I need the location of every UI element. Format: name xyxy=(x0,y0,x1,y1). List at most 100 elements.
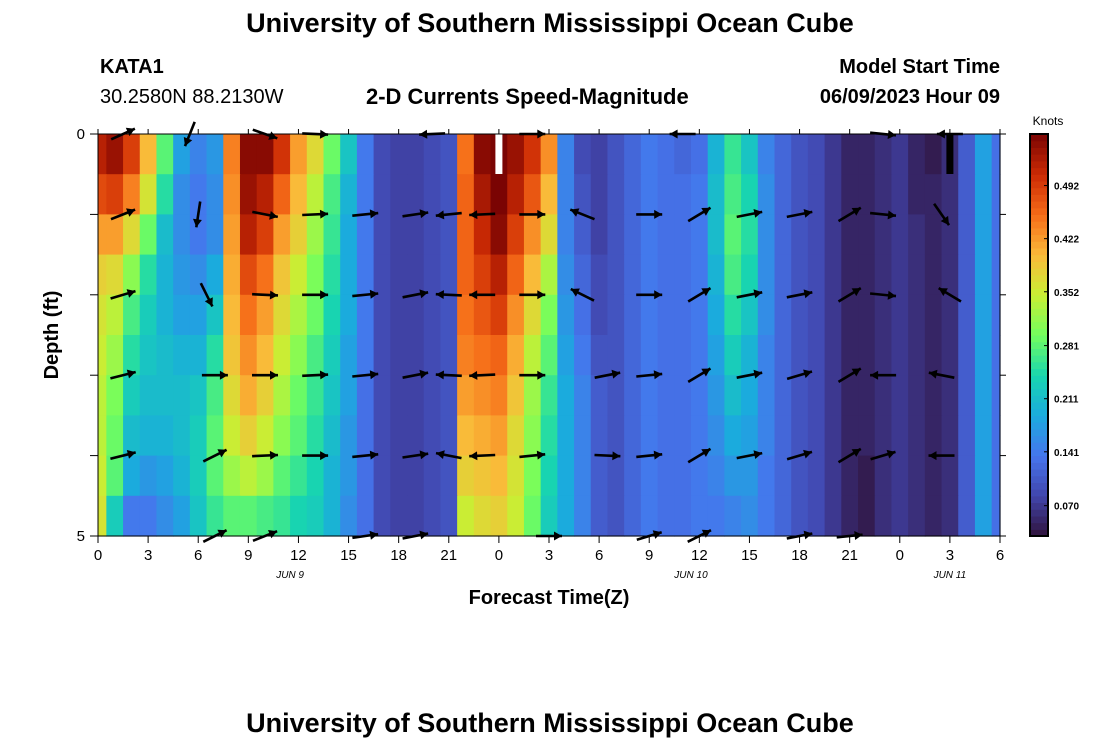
heatmap-cell xyxy=(741,294,759,336)
current-arrow xyxy=(786,369,813,381)
heatmap-cell xyxy=(189,415,208,457)
heatmap-cell xyxy=(206,415,224,457)
heatmap-cell xyxy=(657,495,675,537)
heatmap-cell xyxy=(557,254,575,296)
colorbar-swatch xyxy=(1030,381,1048,390)
current-arrow xyxy=(193,201,202,228)
colorbar-swatch xyxy=(1030,428,1048,437)
heatmap-cell xyxy=(106,455,124,497)
colorbar-swatch xyxy=(1030,335,1048,343)
colorbar-swatch xyxy=(1030,254,1048,262)
heatmap-cell xyxy=(791,375,809,416)
heatmap-cell xyxy=(874,294,893,336)
heatmap-cell xyxy=(724,495,742,537)
heatmap-cell xyxy=(574,294,592,336)
heatmap-cell xyxy=(390,294,408,336)
heatmap-cell xyxy=(674,335,692,376)
colorbar-swatch xyxy=(1030,321,1048,329)
current-arrow xyxy=(869,290,897,300)
current-arrow xyxy=(837,447,862,464)
heatmap-cell xyxy=(507,455,525,497)
heatmap-cell xyxy=(924,254,943,296)
heatmap-cell xyxy=(490,294,508,336)
heatmap-cell xyxy=(874,495,893,537)
colorbar-swatch xyxy=(1030,180,1048,189)
colorbar-swatch xyxy=(1030,201,1048,209)
heatmap-cell xyxy=(490,455,508,497)
heatmap-cell xyxy=(123,415,141,457)
heatmap-cell xyxy=(156,375,174,416)
heatmap-cell xyxy=(273,174,291,215)
heatmap-cell xyxy=(473,495,492,537)
heatmap-cell xyxy=(507,495,525,537)
heatmap-cell xyxy=(407,415,425,457)
heatmap-cell xyxy=(607,415,625,457)
heatmap-cell xyxy=(958,455,976,497)
x-tick-label: 15 xyxy=(741,547,758,564)
heatmap-cell xyxy=(473,294,492,336)
heatmap-cell xyxy=(106,254,124,296)
heatmap-cell xyxy=(707,495,725,537)
heatmap-cell xyxy=(390,214,408,256)
heatmap-cell xyxy=(457,335,475,376)
heatmap-cell xyxy=(674,455,692,497)
heatmap-cell xyxy=(323,134,341,175)
current-arrow xyxy=(469,371,496,380)
current-arrow xyxy=(869,210,897,220)
heatmap-cell xyxy=(607,335,625,376)
heatmap-cell xyxy=(690,455,709,497)
heatmap-cell xyxy=(858,174,876,215)
heatmap-cell xyxy=(139,415,158,457)
heatmap-cell xyxy=(139,455,158,497)
heatmap-cell xyxy=(390,335,408,376)
colorbar-swatch xyxy=(1030,207,1048,215)
heatmap-cell xyxy=(123,254,141,296)
heatmap-cell xyxy=(173,214,191,256)
colorbar-swatch xyxy=(1030,529,1048,537)
heatmap-cell xyxy=(373,455,391,497)
heatmap-cell xyxy=(791,254,809,296)
heatmap-cell xyxy=(574,495,592,537)
heatmap-cell xyxy=(223,415,241,457)
heatmap-cell xyxy=(173,294,191,336)
heatmap-cell xyxy=(657,455,675,497)
heatmap-cell xyxy=(390,495,408,537)
heatmap-cell xyxy=(724,375,742,416)
missing-data-strip xyxy=(495,134,503,174)
current-arrow xyxy=(837,206,862,223)
heatmap-cell xyxy=(941,455,959,497)
heatmap-cell xyxy=(958,254,976,296)
x-tick-label: 6 xyxy=(194,547,202,564)
heatmap-cell xyxy=(540,254,558,296)
heatmap-cell xyxy=(941,415,959,457)
heatmap-cell xyxy=(123,495,141,537)
heatmap-cell xyxy=(373,134,391,175)
current-arrow xyxy=(435,290,462,299)
heatmap-cell xyxy=(156,254,174,296)
heatmap-cell xyxy=(874,455,893,497)
heatmap-cell xyxy=(590,294,609,336)
heatmap-cell xyxy=(423,455,442,497)
heatmap-cell xyxy=(423,254,442,296)
colorbar-swatch xyxy=(1030,361,1048,370)
heatmap-cell xyxy=(824,214,842,256)
heatmap-cell xyxy=(457,134,475,175)
colorbar-tick-label: 0.281 xyxy=(1054,342,1079,353)
heatmap-cell xyxy=(223,495,241,537)
heatmap-cell xyxy=(690,254,709,296)
heatmap-cell xyxy=(707,455,725,497)
heatmap-cell xyxy=(674,174,692,215)
current-arrow xyxy=(252,370,278,380)
current-arrow xyxy=(302,370,329,380)
current-arrow xyxy=(570,287,595,302)
heatmap-cell xyxy=(139,335,158,376)
heatmap-cell xyxy=(256,134,274,175)
heatmap-cell xyxy=(239,375,258,416)
colorbar-swatch xyxy=(1030,442,1048,450)
x-tick-label: 9 xyxy=(244,547,252,564)
heatmap-cell xyxy=(123,455,141,497)
heatmap-cell xyxy=(440,455,458,497)
heatmap-cell xyxy=(407,254,425,296)
heatmap-cell xyxy=(724,174,742,215)
heatmap-cell xyxy=(256,254,274,296)
